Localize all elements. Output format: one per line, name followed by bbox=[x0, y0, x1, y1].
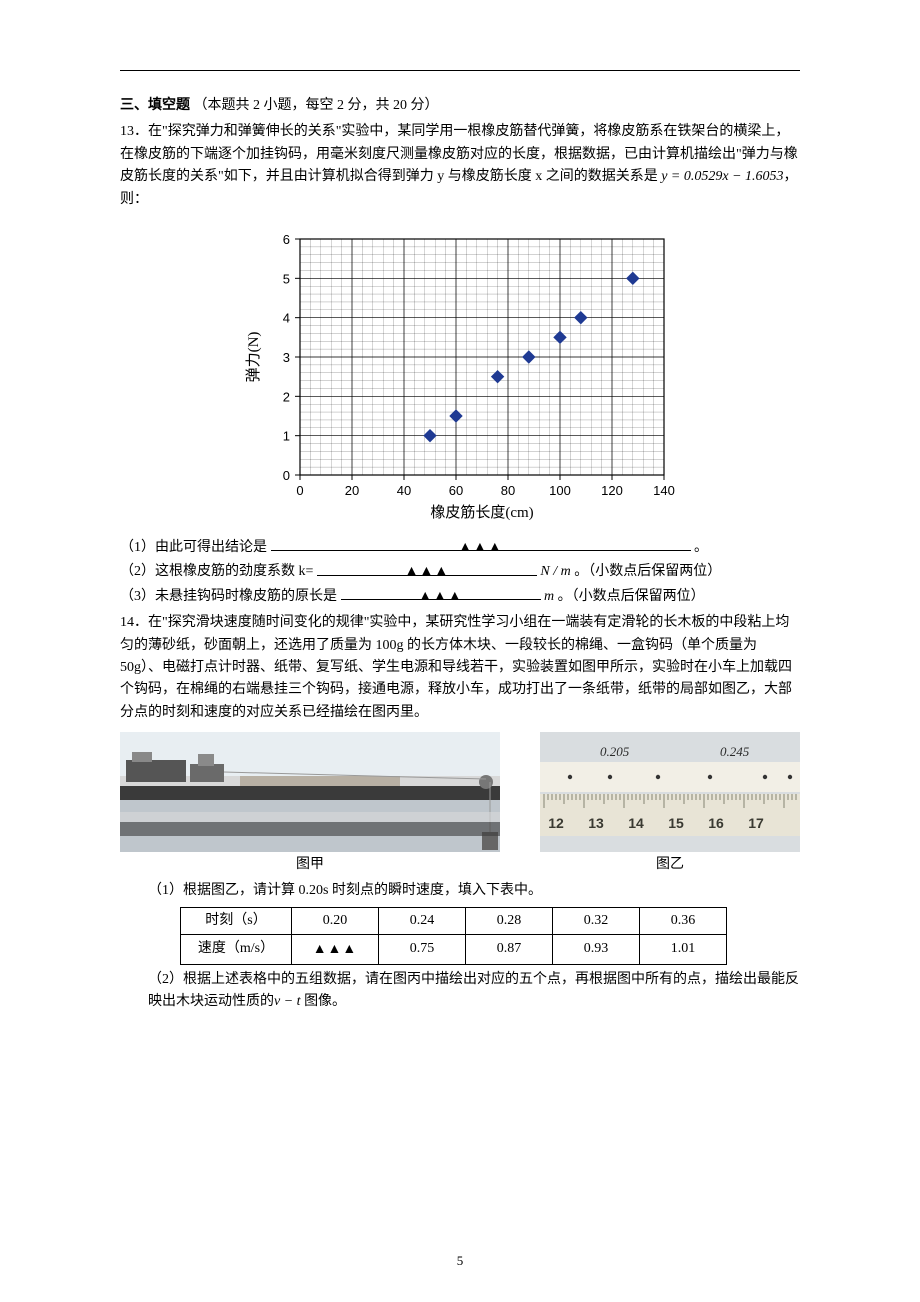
table-row: 时刻（s） 0.20 0.24 0.28 0.32 0.36 bbox=[181, 907, 727, 934]
placeholder-icon: ▲▲▲ bbox=[458, 538, 503, 554]
q13-sub2-blank: ▲▲▲ bbox=[317, 559, 537, 575]
section-note: （本题共 2 小题，每空 2 分，共 20 分） bbox=[194, 98, 439, 113]
svg-text:17: 17 bbox=[748, 815, 764, 831]
q13-equation: y = 0.0529x − 1.6053 bbox=[661, 169, 783, 184]
q13-sub2: （2）这根橡皮筋的劲度系数 k= ▲▲▲ N / m 。（小数点后保留两位） bbox=[120, 559, 800, 583]
svg-text:100: 100 bbox=[549, 483, 571, 498]
q13-sub1-label: （1）由此可得出结论是 bbox=[120, 540, 267, 555]
svg-text:13: 13 bbox=[588, 815, 604, 831]
svg-text:12: 12 bbox=[548, 815, 564, 831]
svg-text:弹力(N): 弹力(N) bbox=[245, 332, 262, 383]
q14-text: 14．在"探究滑块速度随时间变化的规律"实验中，某研究性学习小组在一端装有定滑轮… bbox=[120, 612, 800, 724]
svg-text:16: 16 bbox=[708, 815, 724, 831]
q13-sub2-unit: N / m bbox=[540, 564, 570, 579]
table-header: 速度（m/s） bbox=[181, 935, 292, 964]
page-number: 5 bbox=[0, 1251, 920, 1272]
svg-text:14: 14 bbox=[628, 815, 644, 831]
svg-text:橡皮筋长度(cm): 橡皮筋长度(cm) bbox=[430, 504, 533, 521]
svg-text:1: 1 bbox=[283, 429, 290, 444]
table-cell: 0.93 bbox=[553, 935, 640, 964]
q13-sub2-tail: 。（小数点后保留两位） bbox=[574, 564, 721, 579]
svg-text:140: 140 bbox=[653, 483, 675, 498]
svg-text:4: 4 bbox=[283, 311, 290, 326]
table-cell: ▲▲▲ bbox=[292, 935, 379, 964]
svg-text:80: 80 bbox=[501, 483, 515, 498]
table-cell: 0.20 bbox=[292, 907, 379, 934]
q14-photo-a bbox=[120, 732, 500, 852]
svg-text:60: 60 bbox=[449, 483, 463, 498]
placeholder-icon: ▲▲▲ bbox=[418, 587, 463, 603]
q14-para1: 在"探究滑块速度随时间变化的规律"实验中，某研究性学习小组在一端装有定滑轮的长木… bbox=[120, 615, 792, 720]
q14-number: 14． bbox=[120, 615, 148, 630]
q14-caption-b: 图乙 bbox=[540, 854, 800, 876]
table-cell: 0.32 bbox=[553, 907, 640, 934]
svg-text:2: 2 bbox=[283, 389, 290, 404]
top-rule bbox=[120, 70, 800, 71]
placeholder-icon: ▲▲▲ bbox=[405, 562, 450, 578]
q14-caption-a: 图甲 bbox=[120, 854, 500, 876]
q14-sub1-text: （1）根据图乙，请计算 0.20s 时刻点的瞬时速度，填入下表中。 bbox=[148, 883, 542, 898]
svg-text:120: 120 bbox=[601, 483, 623, 498]
q14-photos: 0.205 0.245 12 13 14 15 16 17 bbox=[120, 732, 800, 852]
q13-sub1-blank: ▲▲▲ bbox=[271, 535, 691, 551]
table-cell: 0.24 bbox=[379, 907, 466, 934]
svg-text:0.245: 0.245 bbox=[720, 744, 750, 759]
svg-text:40: 40 bbox=[397, 483, 411, 498]
section-header: 三、填空题 （本题共 2 小题，每空 2 分，共 20 分） bbox=[120, 95, 800, 117]
section-heading: 三、填空题 bbox=[120, 98, 190, 113]
q14-photo-b: 0.205 0.245 12 13 14 15 16 17 bbox=[540, 732, 800, 852]
q13-sub3-tail: 。（小数点后保留两位） bbox=[558, 589, 705, 604]
svg-text:3: 3 bbox=[283, 350, 290, 365]
q13-sub3: （3）未悬挂钩码时橡皮筋的原长是 ▲▲▲ m 。（小数点后保留两位） bbox=[120, 584, 800, 608]
q14-captions: 图甲 图乙 bbox=[120, 854, 800, 876]
svg-text:6: 6 bbox=[283, 232, 290, 247]
placeholder-icon: ▲▲▲ bbox=[313, 940, 358, 956]
q13-sub3-unit: m bbox=[544, 589, 554, 604]
table-cell: 0.36 bbox=[640, 907, 727, 934]
q14-sub2-sym: v − t bbox=[274, 994, 301, 1009]
svg-text:20: 20 bbox=[345, 483, 359, 498]
q13-sub3-label: （3）未悬挂钩码时橡皮筋的原长是 bbox=[120, 589, 337, 604]
q14-sub1: （1）根据图乙，请计算 0.20s 时刻点的瞬时速度，填入下表中。 bbox=[120, 880, 800, 902]
question-14: 14．在"探究滑块速度随时间变化的规律"实验中，某研究性学习小组在一端装有定滑轮… bbox=[120, 612, 800, 1013]
question-13: 13．在"探究弹力和弹簧伸长的关系"实验中，某同学用一根橡皮筋替代弹簧，将橡皮筋… bbox=[120, 121, 800, 608]
table-cell: 0.87 bbox=[466, 935, 553, 964]
svg-text:0: 0 bbox=[283, 468, 290, 483]
q13-text: 13．在"探究弹力和弹簧伸长的关系"实验中，某同学用一根橡皮筋替代弹簧，将橡皮筋… bbox=[120, 121, 800, 211]
q14-sub2: （2）根据上述表格中的五组数据，请在图丙中描绘出对应的五个点，再根据图中所有的点… bbox=[120, 969, 800, 1014]
svg-text:15: 15 bbox=[668, 815, 684, 831]
q14-sub2-tail: 图像。 bbox=[301, 994, 347, 1009]
q13-sub2-label: （2）这根橡皮筋的劲度系数 k= bbox=[120, 564, 313, 579]
svg-text:0.205: 0.205 bbox=[600, 744, 630, 759]
q13-sub1: （1）由此可得出结论是 ▲▲▲ 。 bbox=[120, 535, 800, 559]
table-cell: 0.28 bbox=[466, 907, 553, 934]
svg-text:5: 5 bbox=[283, 271, 290, 286]
table-row: 速度（m/s） ▲▲▲ 0.75 0.87 0.93 1.01 bbox=[181, 935, 727, 964]
q13-sub1-tail: 。 bbox=[694, 540, 708, 555]
table-cell: 1.01 bbox=[640, 935, 727, 964]
q14-table: 时刻（s） 0.20 0.24 0.28 0.32 0.36 速度（m/s） ▲… bbox=[180, 907, 727, 965]
q13-number: 13． bbox=[120, 124, 148, 139]
q14-sub2-text: （2）根据上述表格中的五组数据，请在图丙中描绘出对应的五个点，再根据图中所有的点… bbox=[148, 972, 799, 1009]
table-header: 时刻（s） bbox=[181, 907, 292, 934]
q13-sub3-blank: ▲▲▲ bbox=[341, 584, 541, 600]
q13-chart: 0 20 40 60 80 100 120 140 0 1 2 3 4 5 6 橡皮筋长度(cm) 弹力(N) bbox=[240, 225, 680, 525]
svg-text:0: 0 bbox=[296, 483, 303, 498]
table-cell: 0.75 bbox=[379, 935, 466, 964]
